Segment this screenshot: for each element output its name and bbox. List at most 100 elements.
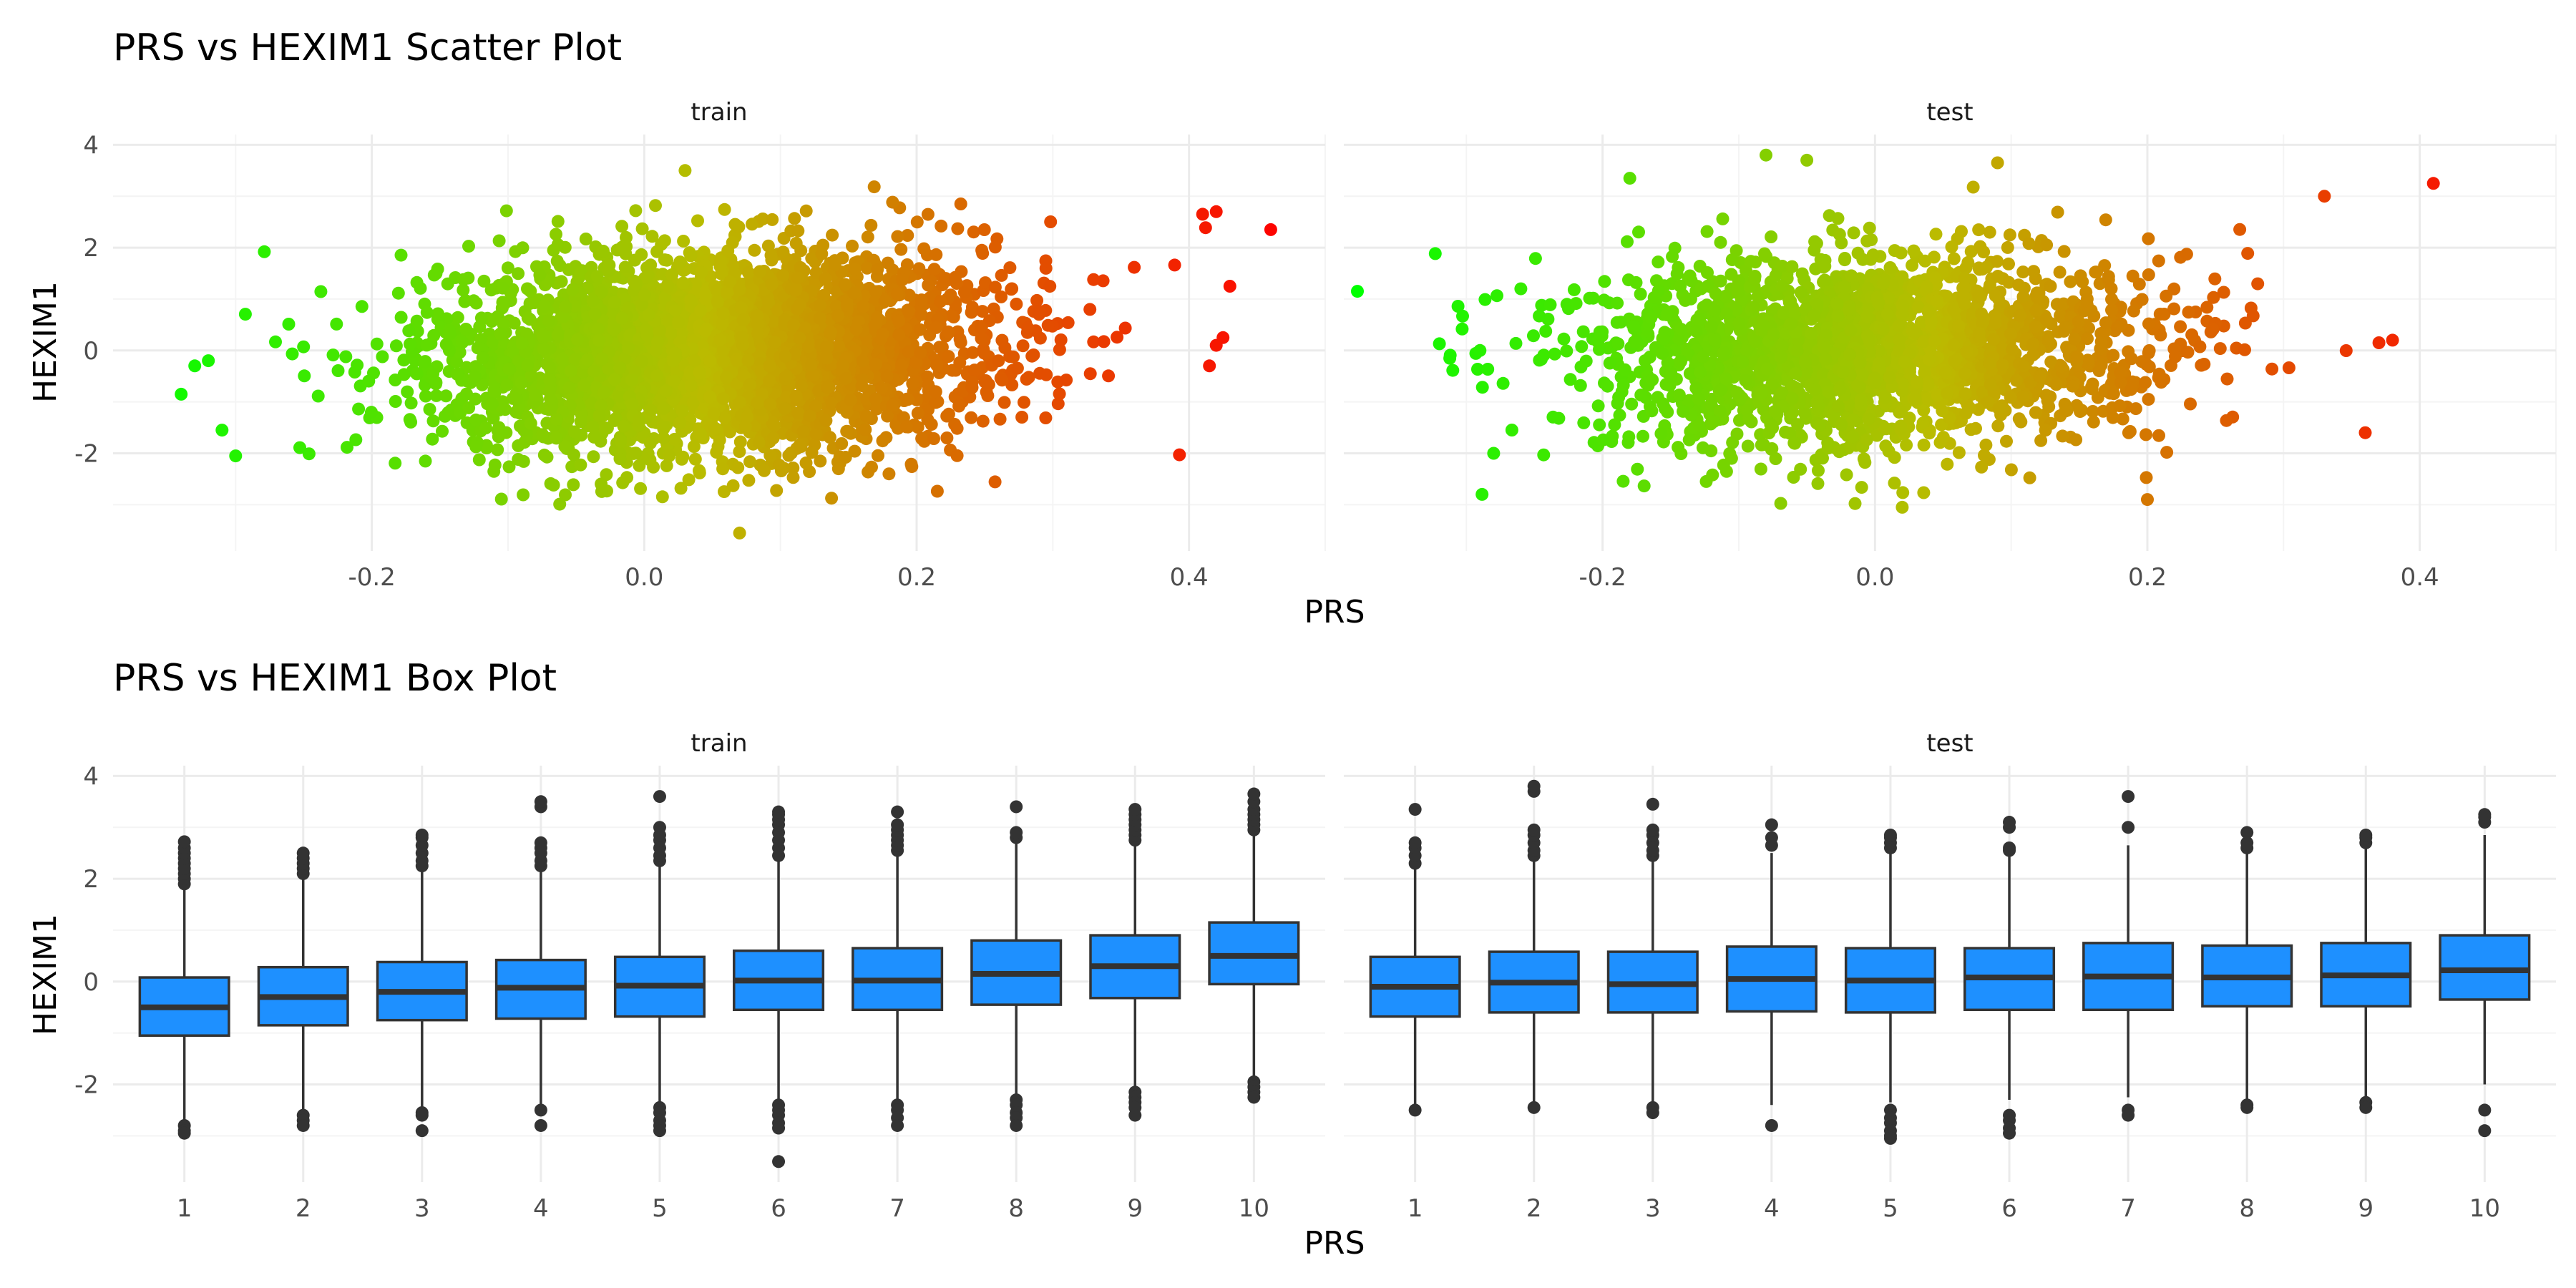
scatter-point	[671, 316, 685, 329]
scatter-point	[622, 341, 635, 355]
scatter-point	[188, 359, 202, 373]
scatter-point	[789, 237, 803, 250]
scatter-point	[574, 458, 587, 472]
scatter-point	[2027, 265, 2041, 278]
scatter-point	[1030, 293, 1044, 307]
scatter-point	[878, 294, 892, 308]
scatter-point	[1597, 293, 1611, 307]
scatter-point	[981, 389, 995, 402]
scatter-point	[930, 321, 943, 334]
scatter-point	[1704, 444, 1718, 458]
scatter-point	[420, 338, 434, 352]
scatter-point	[967, 364, 981, 377]
scatter-point	[485, 397, 499, 411]
scatter-point	[1991, 419, 2005, 433]
scatter-point	[693, 366, 706, 379]
scatter-point	[2069, 433, 2083, 447]
scatter-point	[512, 267, 525, 280]
scatter-point	[1223, 280, 1236, 293]
scatter-point	[597, 386, 610, 399]
scatter-point	[479, 421, 492, 434]
scatter-point	[774, 464, 788, 477]
scatter-point	[752, 436, 766, 449]
scatter-point	[703, 390, 716, 404]
scatter-point	[1527, 329, 1540, 343]
scatter-point	[723, 425, 736, 439]
scatter-point	[688, 354, 701, 367]
scatter-point	[595, 286, 608, 299]
scatter-point	[746, 218, 758, 231]
scatter-point	[676, 276, 690, 290]
scatter-point	[776, 245, 790, 259]
scatter-point	[507, 316, 521, 330]
scatter-point	[661, 280, 675, 293]
scatter-point	[694, 303, 707, 317]
scatter-point	[977, 223, 991, 236]
scatter-point	[899, 420, 913, 434]
scatter-point	[880, 369, 894, 383]
scatter-point	[597, 245, 610, 258]
scatter-point	[966, 346, 980, 359]
scatter-point	[586, 294, 600, 307]
scatter-point	[669, 346, 683, 360]
scatter-point	[1613, 409, 1626, 422]
scatter-point	[1596, 325, 1609, 338]
scatter-point	[2200, 301, 2214, 314]
scatter-point	[902, 304, 915, 318]
scatter-point	[799, 456, 813, 469]
scatter-point	[351, 358, 364, 372]
scatter-point	[614, 434, 628, 448]
scatter-point	[803, 409, 816, 423]
scatter-point	[789, 283, 803, 297]
scatter-point	[993, 412, 1007, 426]
scatter-point	[817, 288, 831, 302]
scatter-point	[608, 373, 621, 386]
scatter-point	[1977, 245, 1991, 259]
scatter-point	[965, 381, 979, 394]
scatter-point	[615, 220, 629, 233]
scatter-point	[1039, 411, 1053, 424]
scatter-point	[394, 248, 408, 262]
scatter-point	[1714, 235, 1727, 249]
scatter-point	[588, 307, 602, 321]
scatter-point	[765, 253, 779, 267]
scatter-point	[741, 265, 755, 279]
scatter-point	[501, 261, 514, 275]
scatter-point	[733, 526, 746, 540]
scatter-point	[1537, 448, 1551, 462]
scatter-point	[1043, 280, 1057, 293]
scatter-point	[821, 381, 834, 394]
scatter-point	[673, 416, 686, 429]
scatter-point	[726, 236, 739, 250]
scatter-point	[2126, 269, 2140, 283]
scatter-point	[570, 333, 584, 346]
scatter-point	[551, 328, 565, 341]
scatter-point	[751, 326, 764, 340]
scatter-point	[733, 283, 746, 296]
scatter-point	[728, 218, 742, 231]
scatter-point	[538, 329, 552, 343]
scatter-point	[391, 286, 405, 300]
scatter-point	[977, 346, 991, 360]
scatter-point	[975, 321, 988, 335]
scatter-point	[543, 374, 557, 387]
scatter-point	[397, 353, 411, 367]
scatter-point	[1674, 279, 1687, 293]
scatter-point	[861, 230, 874, 244]
scatter-point	[902, 345, 915, 358]
scatter-point	[629, 204, 643, 218]
scatter-point	[568, 425, 581, 439]
scatter-point	[1111, 331, 1124, 344]
scatter-point	[410, 367, 424, 381]
scatter-point	[720, 371, 733, 384]
scatter-point	[492, 234, 506, 248]
scatter-point	[942, 407, 955, 421]
scatter-point	[2208, 272, 2222, 286]
scatter-point	[656, 419, 670, 432]
scatter-point	[297, 340, 311, 353]
scatter-point	[550, 228, 562, 241]
scatter-point	[753, 265, 766, 278]
scatter-point	[394, 311, 408, 324]
scatter-point	[533, 268, 547, 282]
scatter-point	[939, 272, 952, 286]
